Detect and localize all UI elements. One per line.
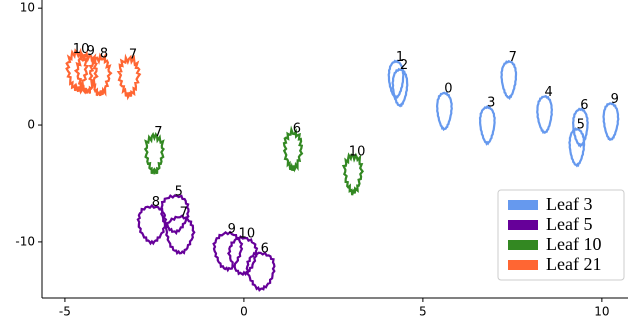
point-label: 10	[349, 145, 366, 160]
legend-swatch	[508, 200, 538, 210]
leaf-marker	[536, 94, 554, 134]
legend-label: Leaf 10	[546, 234, 601, 254]
legend-swatch	[508, 260, 538, 270]
leaf-marker	[245, 251, 276, 292]
leaf-marker	[136, 203, 168, 246]
legend-swatch	[508, 220, 538, 230]
legend-box	[497, 189, 625, 281]
point-label: 5	[175, 184, 183, 199]
x-tick-label: 0	[240, 305, 248, 319]
leaf-marker	[500, 59, 518, 101]
leaf-marker	[435, 91, 453, 132]
leaf-marker	[568, 127, 586, 168]
leaf-marker	[159, 194, 190, 236]
point-label: 9	[228, 222, 236, 237]
leaf-marker	[387, 59, 405, 101]
legend-label: Leaf 3	[546, 194, 592, 214]
point-label: 6	[261, 242, 269, 257]
leaf-marker	[602, 102, 620, 141]
y-tick-label: -10	[15, 234, 35, 248]
leaf-marker	[116, 53, 142, 101]
leaf-marker	[164, 214, 196, 256]
leaf-marker	[478, 104, 496, 146]
point-label: 5	[577, 118, 585, 133]
legend-swatch	[508, 240, 538, 250]
point-label: 7	[509, 50, 517, 65]
x-tick-label: 5	[419, 305, 427, 319]
point-label: 10	[73, 42, 90, 57]
point-label: 7	[129, 48, 137, 63]
point-label: 9	[87, 44, 95, 59]
point-label: 9	[611, 92, 619, 107]
x-tick-label: 10	[594, 305, 609, 319]
leaf-marker	[391, 67, 409, 108]
point-label: 8	[100, 46, 108, 61]
leaf-marker	[88, 52, 113, 97]
leaf-marker	[143, 132, 165, 175]
point-label: 0	[444, 82, 452, 97]
y-tick-label: 10	[20, 1, 35, 15]
legend-label: Leaf 21	[546, 254, 601, 274]
legend-label: Leaf 5	[546, 214, 592, 234]
point-label: 3	[487, 96, 495, 111]
leaf-marker	[341, 152, 365, 196]
point-label: 7	[180, 205, 188, 220]
point-label: 7	[154, 125, 162, 140]
point-label: 1	[396, 50, 404, 65]
point-label: 2	[400, 58, 408, 73]
point-label: 6	[293, 121, 301, 136]
leaf-marker	[282, 125, 304, 173]
point-label: 4	[544, 85, 552, 100]
y-tick-label: 0	[27, 118, 35, 132]
point-label: 6	[580, 98, 588, 113]
point-label: 10	[239, 226, 256, 241]
x-tick-label: -5	[59, 305, 71, 319]
point-label: 8	[152, 195, 160, 210]
